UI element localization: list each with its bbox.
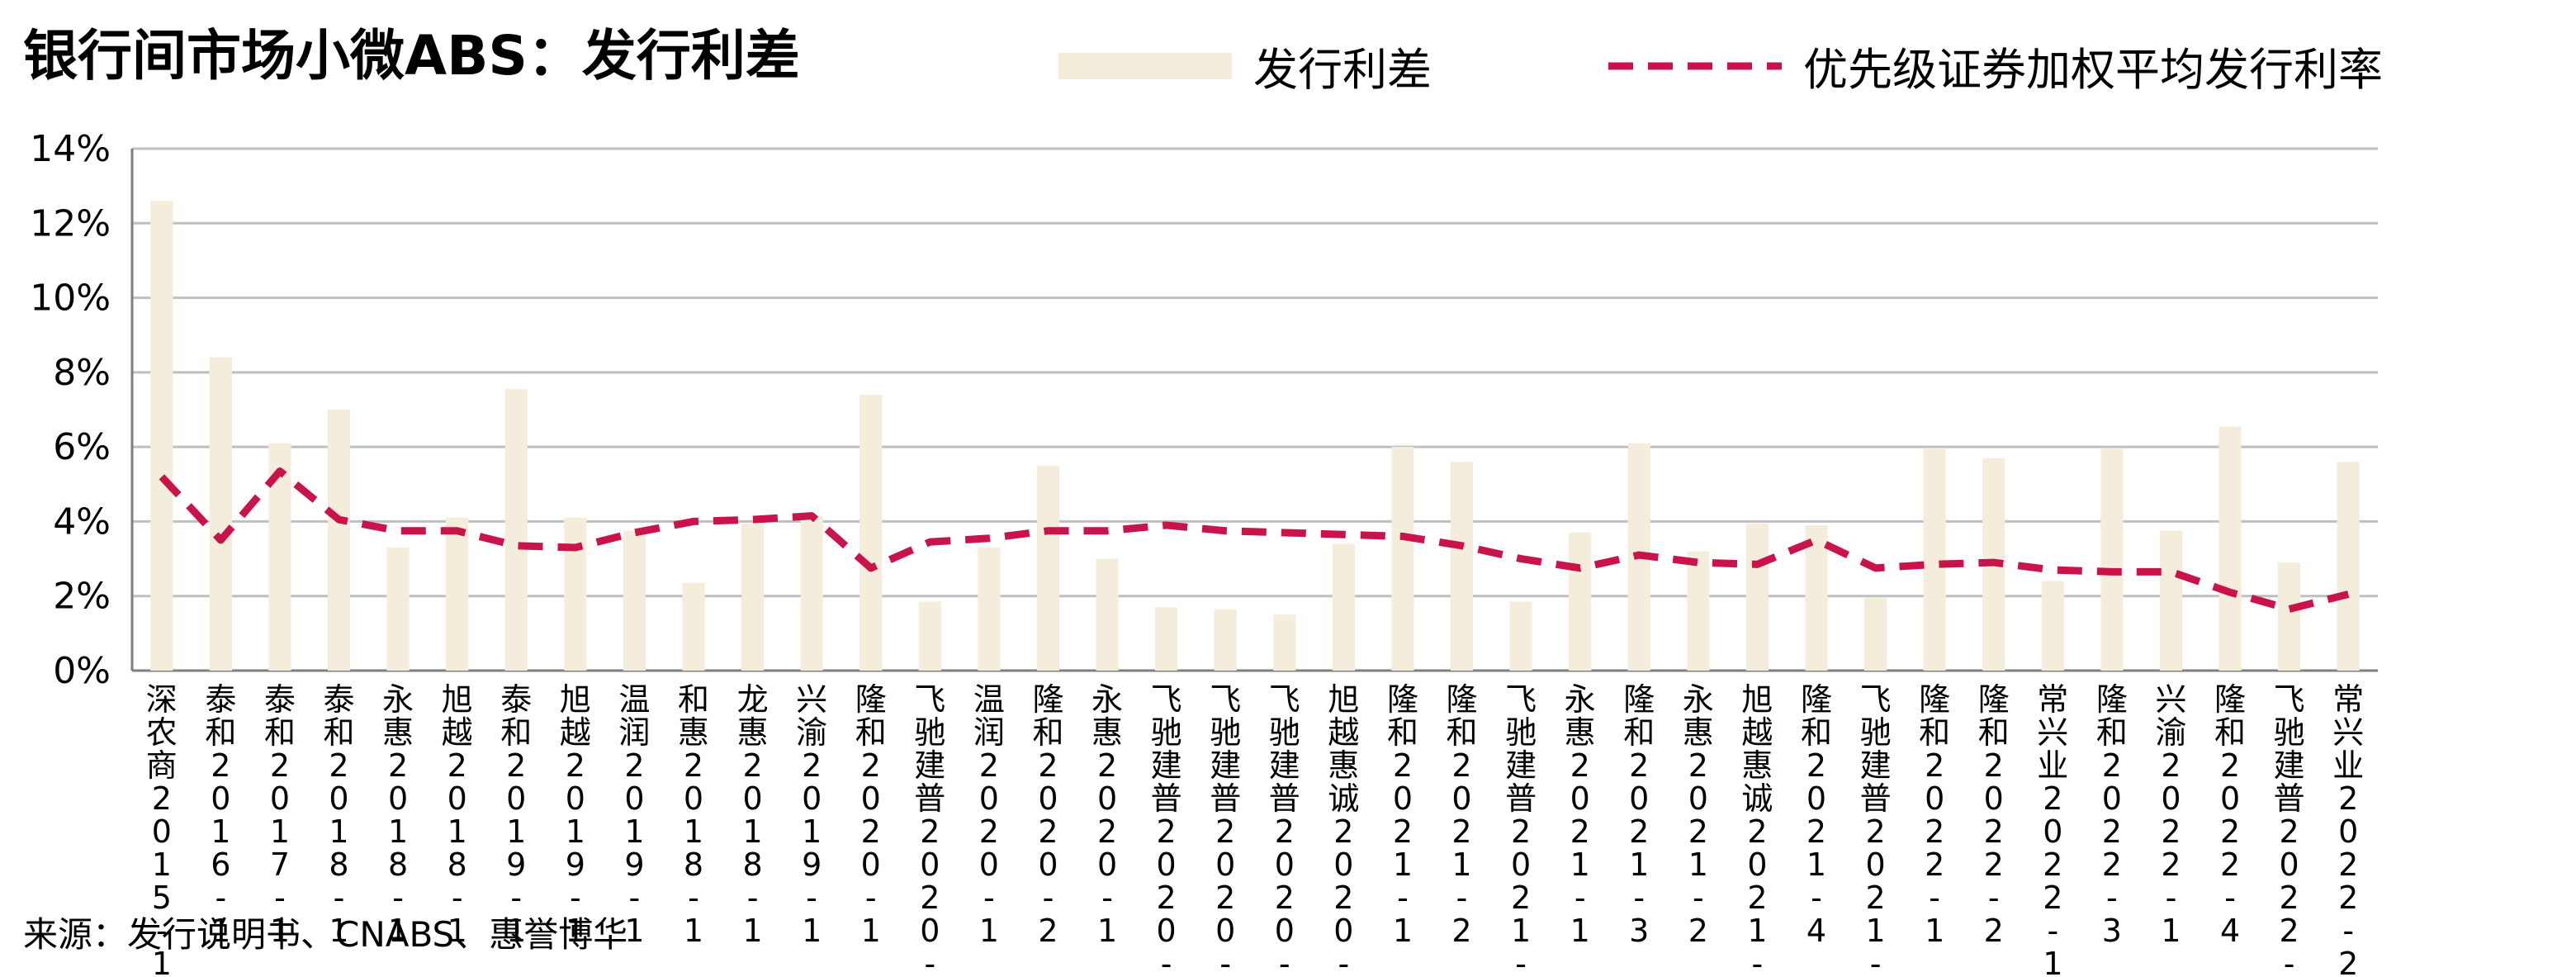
bar (2159, 530, 2183, 671)
y-tick-label: 12% (30, 202, 111, 244)
bar (1687, 551, 1710, 671)
x-category-label: 隆和 2 0 2 0 -2 (1032, 681, 1063, 949)
bar (2218, 426, 2242, 671)
series-line (159, 467, 2350, 614)
x-category-label: 隆和 2 0 2 1 -2 (1447, 681, 1478, 949)
source-note: 来源：发行说明书、CNABS、惠誉博华 (23, 914, 628, 955)
x-category-label: 龙惠 2 0 1 8 -1 (737, 681, 769, 949)
x-category-label: 旭越 2 0 1 8 -1 (442, 681, 473, 949)
bar (2278, 562, 2301, 671)
bar (1036, 465, 1060, 671)
bar (564, 517, 587, 671)
bar (1745, 523, 1769, 671)
x-category-label: 温润 2 0 2 0 -1 (973, 681, 1005, 949)
x-category-label: 永惠 2 0 1 8 -1 (382, 681, 414, 949)
x-category-label: 常兴业 2 0 2 2 -1 (2037, 681, 2068, 977)
x-category-label: 隆和 2 0 2 1 -4 (1801, 681, 1832, 949)
bar (978, 548, 1001, 671)
x-category-label: 温润 2 0 1 9 -1 (618, 681, 650, 949)
bar (1214, 609, 1237, 671)
x-category-label: 隆和 2 0 2 1 -1 (1387, 681, 1418, 949)
x-category-label: 旭越 2 0 1 9 -1 (560, 681, 591, 949)
x-category-label: 永惠 2 0 2 0 -1 (1091, 681, 1123, 949)
x-category-label: 常兴业 2 0 2 2 -2 (2332, 681, 2364, 977)
y-tick-label: 8% (53, 352, 111, 394)
x-category-label: 隆和 2 0 2 2 -3 (2096, 681, 2128, 949)
x-category-label: 隆和 2 0 2 1 -3 (1623, 681, 1655, 949)
bar (327, 410, 351, 671)
bar (2100, 448, 2124, 671)
x-category-label: 兴渝 2 0 2 2 -1 (2155, 681, 2186, 949)
x-category-label: 隆和 2 0 2 2 -1 (1919, 681, 1950, 949)
y-tick-label: 6% (53, 426, 111, 468)
x-category-label: 泰和 2 0 1 9 -1 (500, 681, 532, 949)
legend-item-line: 优先级证券加权平均发行利率 (1608, 33, 2383, 98)
y-tick-label: 2% (53, 576, 111, 618)
x-category-label: 兴渝 2 0 1 9 -1 (796, 681, 827, 949)
x-category-label: 永惠 2 0 2 1 -1 (1565, 681, 1596, 949)
x-category-label: 泰和 2 0 1 7 -1 (264, 681, 296, 949)
x-category-label: 泰和 2 0 1 8 -1 (324, 681, 355, 949)
bar (859, 394, 883, 671)
bar (1391, 447, 1414, 671)
x-category-label: 隆和 2 0 2 2 -2 (1978, 681, 2010, 949)
bar (1273, 614, 1296, 671)
bar (1923, 448, 1946, 671)
legend-swatch-bar (1058, 52, 1232, 79)
x-category-label: 和惠 2 0 1 8 -1 (678, 681, 709, 949)
chart-title: 银行间市场小微ABS：发行利差 (23, 24, 800, 88)
bar (1332, 543, 1355, 671)
y-tick-label: 10% (30, 277, 111, 320)
legend-label-bar: 发行利差 (1253, 44, 1432, 96)
bar (150, 201, 173, 671)
bar (1450, 462, 1474, 671)
bar (1863, 597, 1887, 671)
bar (1509, 601, 1532, 671)
x-category-label: 深农商 2 0 1 5 -1 (146, 681, 178, 977)
bar (1569, 532, 1592, 671)
bar (918, 601, 941, 671)
bar (1155, 607, 1178, 671)
x-category-label: 泰和 2 0 1 6 -1 (205, 681, 236, 949)
bar (209, 357, 232, 671)
bar (800, 515, 823, 671)
bar (623, 530, 646, 671)
x-category-label: 隆和 2 0 2 0 -1 (855, 681, 887, 949)
bar (1096, 558, 1119, 671)
bar (1805, 524, 1828, 671)
x-category-label: 隆和 2 0 2 2 -4 (2214, 681, 2246, 949)
bar (386, 548, 410, 671)
bar (2337, 462, 2360, 671)
x-category-label: 永惠 2 0 2 1 -2 (1683, 681, 1714, 949)
bar (682, 582, 705, 671)
bar (741, 523, 765, 671)
y-tick-label: 4% (53, 500, 111, 543)
bar (504, 389, 528, 671)
bar (446, 517, 469, 671)
y-tick-label: 14% (30, 128, 111, 170)
y-tick-label: 0% (53, 650, 111, 692)
legend-label-line: 优先级证券加权平均发行利率 (1803, 44, 2383, 96)
legend-item-bar: 发行利差 (1058, 33, 1432, 98)
legend-swatch-line (1608, 62, 1782, 69)
bar (2041, 581, 2064, 671)
